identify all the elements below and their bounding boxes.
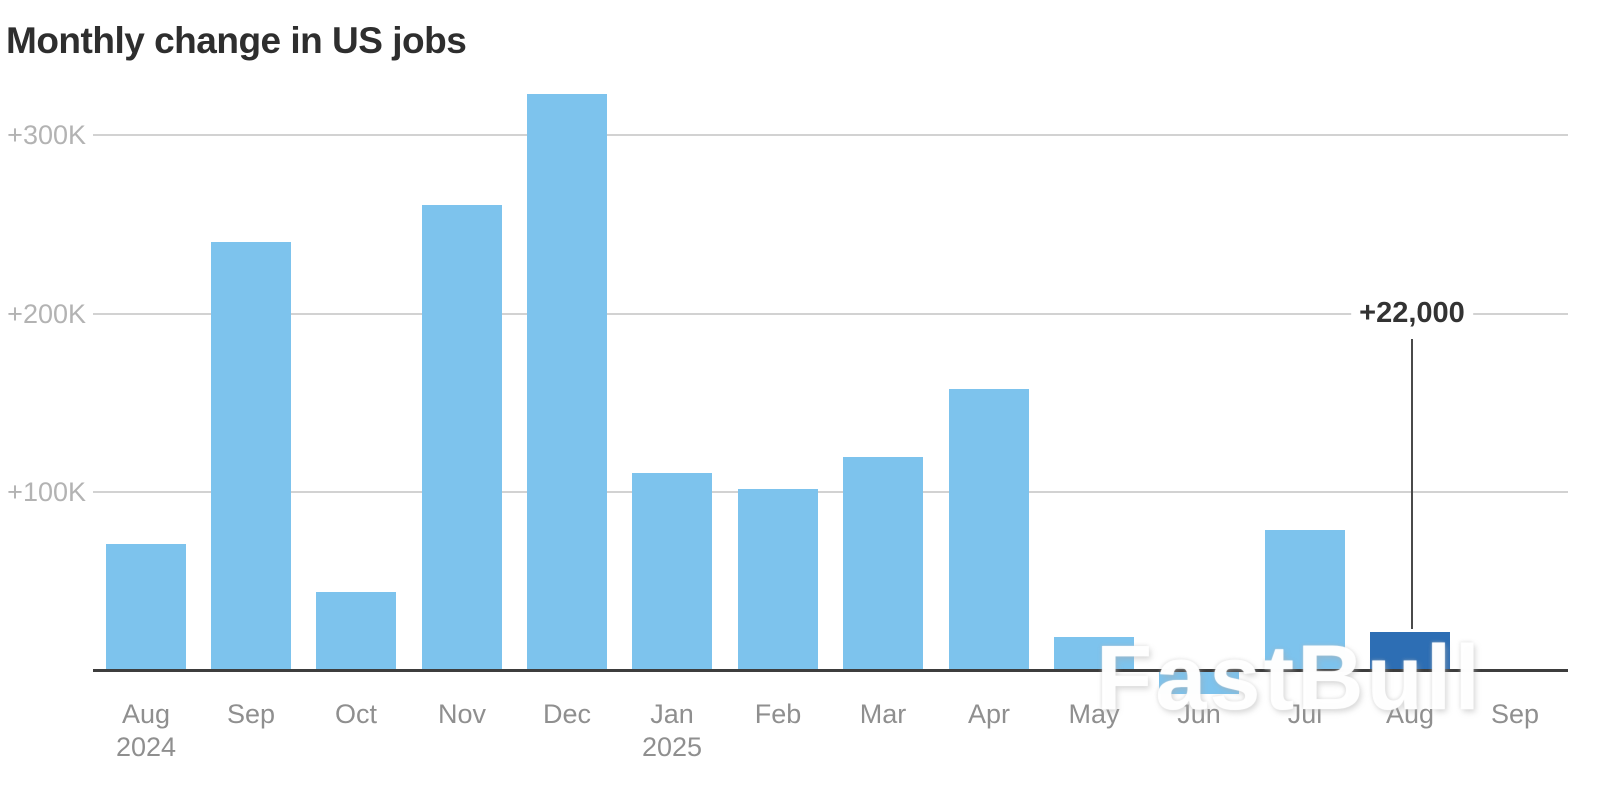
x-axis-tick-label: May	[1068, 699, 1120, 729]
bar	[1054, 637, 1134, 671]
annotation-label: +22,000	[1351, 296, 1473, 330]
bar	[738, 489, 818, 671]
bar	[632, 473, 712, 671]
bar	[1370, 632, 1450, 671]
annotation-callout-line	[1411, 339, 1413, 629]
bar	[106, 544, 186, 671]
bar	[527, 94, 607, 671]
chart-title: Monthly change in US jobs	[6, 20, 467, 61]
bar	[1159, 671, 1239, 694]
bar	[316, 592, 396, 671]
y-axis-tick-label: +100K	[7, 477, 86, 507]
bar	[843, 457, 923, 671]
x-axis-tick-label: Sep	[226, 699, 276, 729]
x-axis-tick-label: Aug 2024	[115, 699, 177, 762]
x-axis-tick-label: Sep	[1490, 699, 1540, 729]
x-axis-tick-label: Nov	[437, 699, 486, 729]
gridline	[93, 313, 1568, 315]
x-axis-tick-label: Mar	[859, 699, 907, 729]
x-axis-tick-label: Oct	[334, 699, 377, 729]
x-axis-tick-label: Jun	[1177, 699, 1221, 729]
bar	[1265, 530, 1345, 671]
bar	[422, 205, 502, 671]
x-axis-tick-label: Jul	[1287, 699, 1323, 729]
x-axis-line	[93, 669, 1568, 672]
x-axis-tick-label: Apr	[967, 699, 1011, 729]
x-axis-tick-label: Jan 2025	[641, 699, 703, 762]
y-axis-tick-label: +200K	[7, 299, 86, 329]
gridline	[93, 134, 1568, 136]
fastbull-watermark: FastBull	[1096, 627, 1483, 729]
x-axis-tick-label: Dec	[542, 699, 591, 729]
x-axis-tick-label: Aug	[1385, 699, 1435, 729]
bar	[211, 242, 291, 671]
x-axis-tick-label: Feb	[754, 699, 802, 729]
y-axis-tick-label: +300K	[7, 120, 86, 150]
bar	[949, 389, 1029, 671]
gridline	[93, 491, 1568, 493]
